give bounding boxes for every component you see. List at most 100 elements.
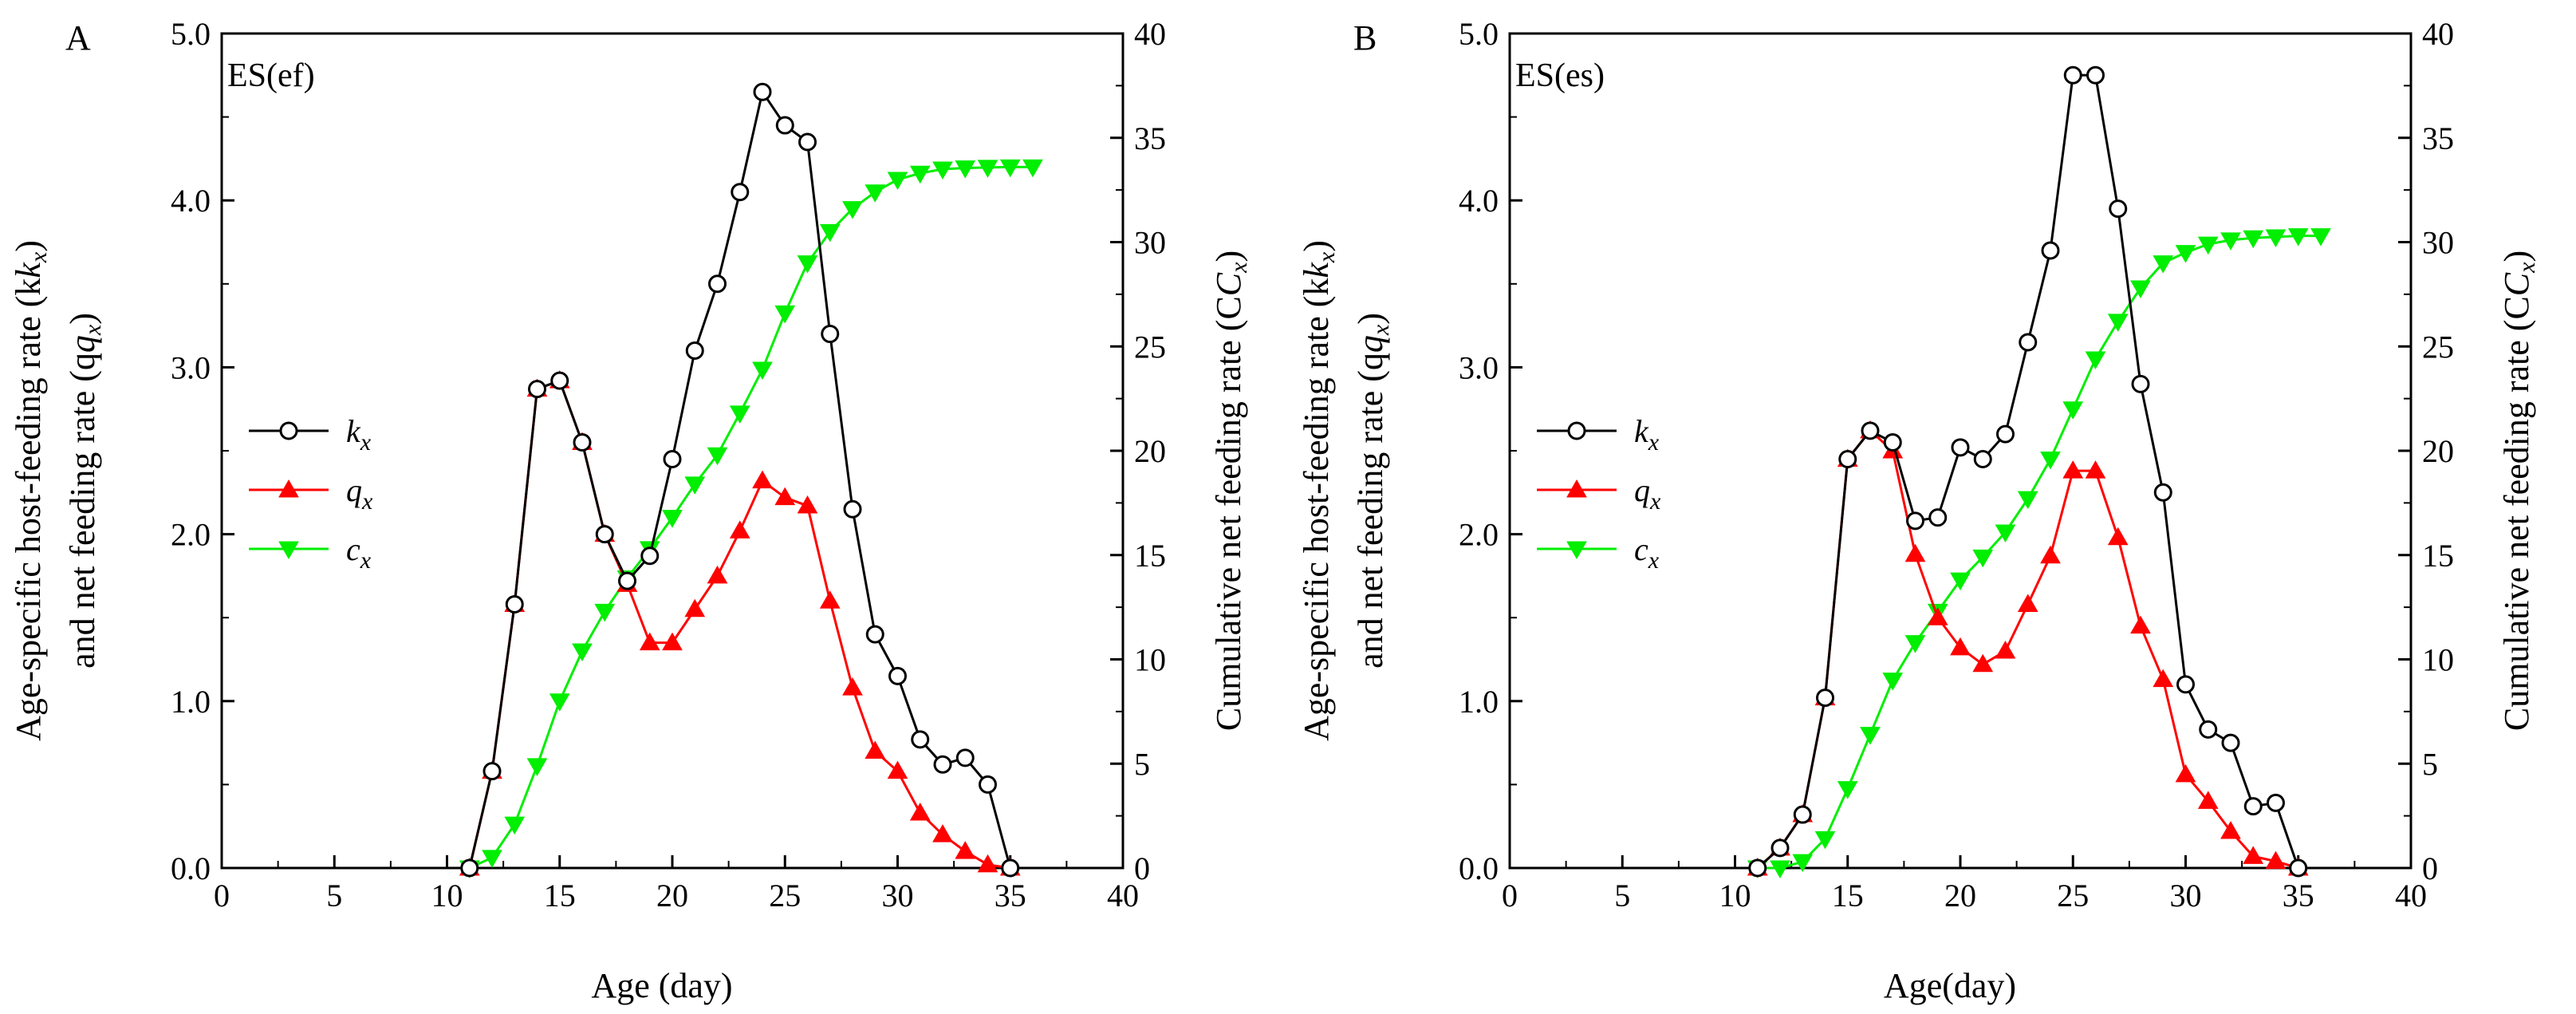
series-cx-point	[572, 643, 593, 662]
x-tick-labels: 0 5 10 15 20 25 30 35 40	[1502, 878, 2427, 913]
y-right-tick-label: 35	[1134, 120, 1166, 156]
series-cx-point	[1882, 673, 1904, 691]
x-tick-label: 40	[1107, 878, 1139, 913]
series-qx-point	[2153, 669, 2174, 688]
x-axis-label: Age(day)	[1884, 966, 2016, 1005]
series-kx-point	[821, 325, 840, 344]
series-qx-point	[887, 760, 908, 779]
series-qx-point	[1995, 641, 2016, 659]
series-kx-point	[1973, 449, 1992, 468]
series-kx-point	[2221, 733, 2240, 752]
series-cx-point	[842, 201, 863, 219]
series-cx-point	[2040, 451, 2061, 470]
y-right-label-close: )	[1209, 251, 1248, 262]
series-cx-point	[549, 693, 570, 712]
y-left-tick-labels: 0.0 1.0 2.0 3.0 4.0 5.0	[171, 16, 211, 886]
y-left-label-line2-symbol: q	[63, 335, 102, 353]
y-right-tick-label: 0	[1134, 850, 1150, 886]
y-left-label-line1-text: Age-specific host-feeding rate (k	[9, 278, 48, 741]
series-kx-point	[640, 546, 660, 566]
x-tick-label: 15	[544, 878, 576, 913]
series-kx-point	[1793, 805, 1812, 824]
series-kx-point	[2176, 675, 2195, 694]
series-cx-point	[2130, 280, 2151, 299]
legend-label: kx	[346, 413, 372, 456]
y-left-label-line1-symbol: k	[1297, 262, 1336, 278]
x-tick-label: 35	[2283, 878, 2314, 913]
series-kx-point	[573, 433, 592, 452]
series-kx-point	[685, 341, 704, 360]
series-qx-point	[1950, 637, 1971, 656]
x-tick-label: 30	[882, 878, 914, 913]
x-tick-labels: 0 5 10 15 20 25 30 35 40	[214, 878, 1139, 913]
legend-label-sub: x	[1648, 547, 1660, 574]
series-cx-point	[887, 172, 908, 191]
legend-label: cx	[346, 531, 372, 574]
series-kx-point	[2041, 241, 2060, 260]
series-kx-point	[595, 525, 614, 544]
y-right-tick-label: 20	[1134, 433, 1166, 469]
y-left-label-line2-symbol: q	[1351, 335, 1390, 353]
series-cx-point	[1770, 860, 1790, 879]
y-left-tick-label: 5.0	[171, 16, 211, 52]
series-kx-point	[708, 274, 727, 294]
legend-label-sub: x	[360, 547, 372, 574]
series-kx-point	[2131, 374, 2150, 393]
y-left-label-line1-sub: x	[1314, 251, 1340, 263]
series-kx-point	[865, 625, 884, 644]
series-kx-point	[2063, 65, 2082, 85]
series-qx-point	[2062, 460, 2084, 479]
series-qx-point	[2040, 545, 2061, 564]
legend-label-base: c	[346, 531, 360, 567]
legend-label: qx	[1634, 472, 1661, 515]
series-kx-point	[1906, 511, 1924, 531]
series-cx-point	[1814, 831, 1836, 850]
series-qx-point	[2197, 791, 2219, 809]
series-kx-point	[505, 594, 524, 614]
legend-label-sub: x	[1649, 488, 1661, 515]
y-right-label-symbol: C	[1209, 272, 1248, 296]
series-kx-point	[753, 82, 772, 101]
legend-label-base: c	[1634, 531, 1648, 567]
series-kx-point	[979, 775, 997, 794]
series-qx-point	[977, 854, 998, 873]
series-kx-point	[1001, 858, 1020, 878]
y-right-tick-label: 25	[2422, 329, 2454, 365]
legend-label: cx	[1634, 531, 1660, 574]
legend-marker	[1567, 421, 1586, 440]
series-cx	[459, 159, 1043, 879]
series-cx-point	[865, 184, 886, 203]
y-right-tick-label: 40	[1134, 16, 1166, 52]
series-cx-point	[1022, 159, 1043, 178]
legend-label: qx	[346, 472, 373, 515]
series-kx-point	[2086, 65, 2105, 85]
y-right-tick-label: 5	[1134, 746, 1150, 782]
y-left-label-line1-close: )	[1297, 240, 1336, 252]
series-cx-point	[2243, 230, 2264, 249]
y-right-label-sub: x	[2514, 262, 2540, 274]
series-kx-point	[2153, 483, 2172, 502]
series-cx-point	[2287, 228, 2309, 247]
series-qx-point	[729, 520, 750, 539]
x-tick-label: 10	[431, 878, 463, 913]
series-cx-point	[774, 305, 796, 324]
series-cx-point	[955, 160, 976, 179]
series-qx	[1747, 420, 2309, 876]
x-tick-label: 10	[1719, 878, 1751, 913]
legend-label-sub: x	[360, 429, 372, 456]
legend-marker	[278, 479, 299, 498]
legend-label-sub: x	[361, 488, 373, 515]
series-qx-point	[1927, 607, 1948, 625]
series-cx-point	[977, 160, 998, 178]
series-cx-point	[752, 361, 773, 381]
series-cx-point	[2153, 255, 2174, 274]
legend-marker	[1566, 541, 1587, 560]
series-qx-point	[2265, 850, 2286, 870]
y-right-tick-label: 35	[2422, 120, 2454, 156]
series-cx-point	[2107, 314, 2129, 332]
y-right-tick-label: 30	[2422, 225, 2454, 261]
x-tick-label: 5	[326, 878, 342, 913]
series-qx-point	[865, 740, 886, 760]
series-qx-point	[1972, 653, 1994, 673]
